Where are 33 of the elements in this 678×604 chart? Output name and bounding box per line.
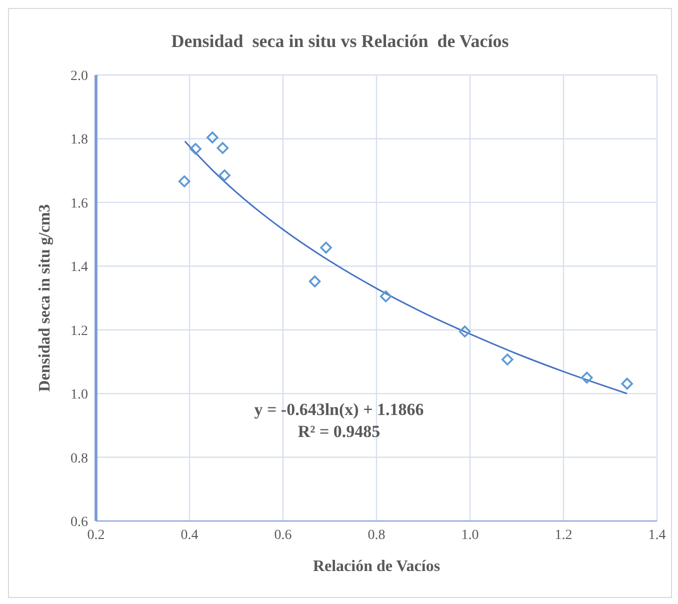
point xyxy=(178,176,190,188)
x-tick-label: 1.0 xyxy=(461,528,479,543)
y-tick-label: 0.6 xyxy=(70,514,88,530)
y-tick-label: 0.8 xyxy=(70,451,88,466)
line-series xyxy=(184,140,628,394)
point xyxy=(320,242,332,254)
point xyxy=(218,169,230,182)
y-tick-label: 1.2 xyxy=(70,324,88,339)
x-tick-label: 0.2 xyxy=(87,528,105,543)
point xyxy=(580,372,593,384)
point xyxy=(621,378,633,390)
x-axis-title: Relación de Vacíos xyxy=(312,558,440,575)
x-tick-label: 0.8 xyxy=(368,528,386,543)
point xyxy=(502,354,514,366)
y-tick-label: 1.0 xyxy=(70,388,88,403)
chart-title: Densidad seca in situ vs Relación de Vacíos xyxy=(170,31,510,52)
x-tick-label: 0.6 xyxy=(274,528,292,543)
point xyxy=(206,132,218,144)
y-tick-label: 2.0 xyxy=(70,68,88,84)
annotation: y = -0.643ln(x) + 1.1866 xyxy=(253,399,425,421)
point xyxy=(308,276,321,288)
point xyxy=(216,142,229,154)
x-tick-label: 0.4 xyxy=(180,528,198,543)
y-tick-label: 1.4 xyxy=(70,260,88,276)
annotation: R² = 0.9485 xyxy=(296,421,382,443)
y-axis-title: Densidad seca in situ g/cm3 xyxy=(36,204,54,392)
y-tick-label: 1.6 xyxy=(70,196,88,212)
point xyxy=(190,143,202,155)
y-tick-label: 1.8 xyxy=(70,132,88,148)
point xyxy=(458,326,471,338)
x-tick-label: 1.4 xyxy=(648,528,666,543)
x-tick-label: 1.2 xyxy=(554,528,572,543)
point xyxy=(380,290,392,302)
